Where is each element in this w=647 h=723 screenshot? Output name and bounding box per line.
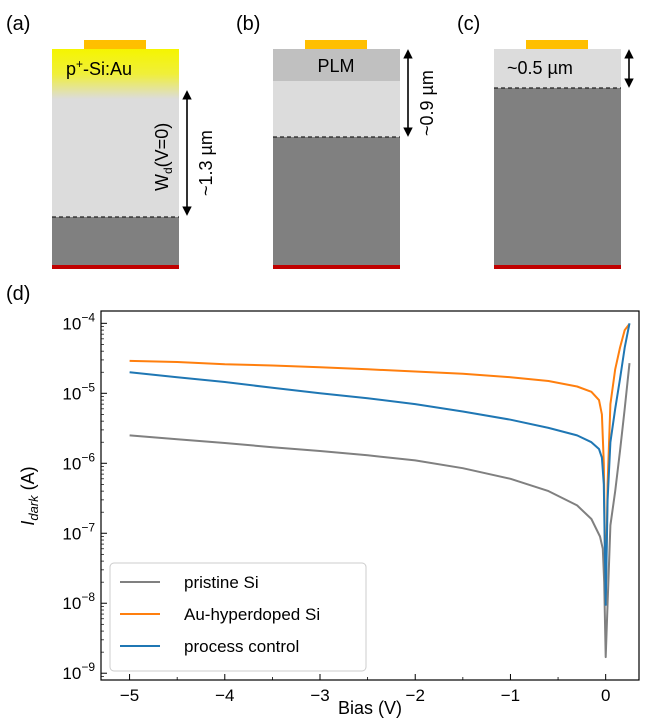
panel-a-depletion-label: Wd(V=0) <box>152 123 175 191</box>
panel-c-depletion-region <box>494 49 621 88</box>
y-tick-label: 10−8 <box>62 590 95 613</box>
x-tick-label: −3 <box>310 686 329 705</box>
y-axis-label: Idark (A) <box>18 466 41 525</box>
panel-b: (b) PLM ~0.9 µm <box>236 13 437 269</box>
y-tick-label: 10−4 <box>62 310 95 333</box>
x-tick-label: −2 <box>406 686 425 705</box>
series-line-1 <box>129 323 631 605</box>
panel-a-back-contact <box>52 265 179 269</box>
panel-a: (a) p+-Si:Au Wd(V=0) ~1.3 µm <box>6 13 216 269</box>
panel-d-label: (d) <box>6 283 30 305</box>
panel-a-doped-layer <box>52 49 179 99</box>
x-tick-label: −4 <box>215 686 234 705</box>
panel-b-back-contact <box>273 265 400 269</box>
y-tick-label: 10−9 <box>62 660 95 683</box>
y-tick-label: 10−6 <box>62 450 95 473</box>
panel-b-layer-label: PLM <box>317 56 354 76</box>
series-line-0 <box>129 362 631 659</box>
chart-ticks-layer: −5 −4 −3 −2 −1 0 10−9 10−8 10−7 10−6 10−5 10−4 <box>62 310 610 705</box>
panel-b-top-contact <box>305 40 367 49</box>
legend-label: Au-hyperdoped Si <box>184 605 320 624</box>
legend-box <box>109 562 367 672</box>
panel-c: (c) ~0.5 µm <box>457 13 634 269</box>
chart-legend: pristine Si Au-hyperdoped Si process contr… <box>109 562 367 672</box>
x-tick-label: 0 <box>601 686 610 705</box>
x-tick-label: −5 <box>120 686 139 705</box>
panel-c-back-contact <box>494 265 621 269</box>
panel-a-top-contact <box>84 40 146 49</box>
panel-c-bulk <box>494 88 621 265</box>
panel-d: (d) −5 −4 −3 −2 −1 010−910−810−710−610−510−4 … <box>6 283 640 718</box>
panel-a-label: (a) <box>6 13 30 35</box>
panel-b-bulk <box>273 137 400 265</box>
panel-a-bulk <box>52 217 179 265</box>
legend-label: process control <box>184 637 299 656</box>
panel-c-label: (c) <box>457 13 480 35</box>
series-line-2 <box>129 323 631 606</box>
panel-b-plm-layer <box>273 49 400 81</box>
panel-a-depth-label: ~1.3 µm <box>196 130 216 196</box>
x-tick-label: −1 <box>501 686 520 705</box>
panel-b-depth-label: ~0.9 µm <box>417 70 437 136</box>
chart-frame <box>100 310 640 681</box>
legend-label: pristine Si <box>184 573 259 592</box>
y-tick-label: 10−5 <box>62 380 95 403</box>
x-axis-label: Bias (V) <box>338 698 402 718</box>
chart-series-layer <box>129 323 631 659</box>
panel-b-label: (b) <box>236 13 260 35</box>
panel-c-depth-label: ~0.5 µm <box>507 58 573 78</box>
y-tick-label: 10−7 <box>62 520 95 543</box>
panel-c-top-contact <box>526 40 588 49</box>
panel-a-layer-label: p+-Si:Au <box>66 57 132 79</box>
